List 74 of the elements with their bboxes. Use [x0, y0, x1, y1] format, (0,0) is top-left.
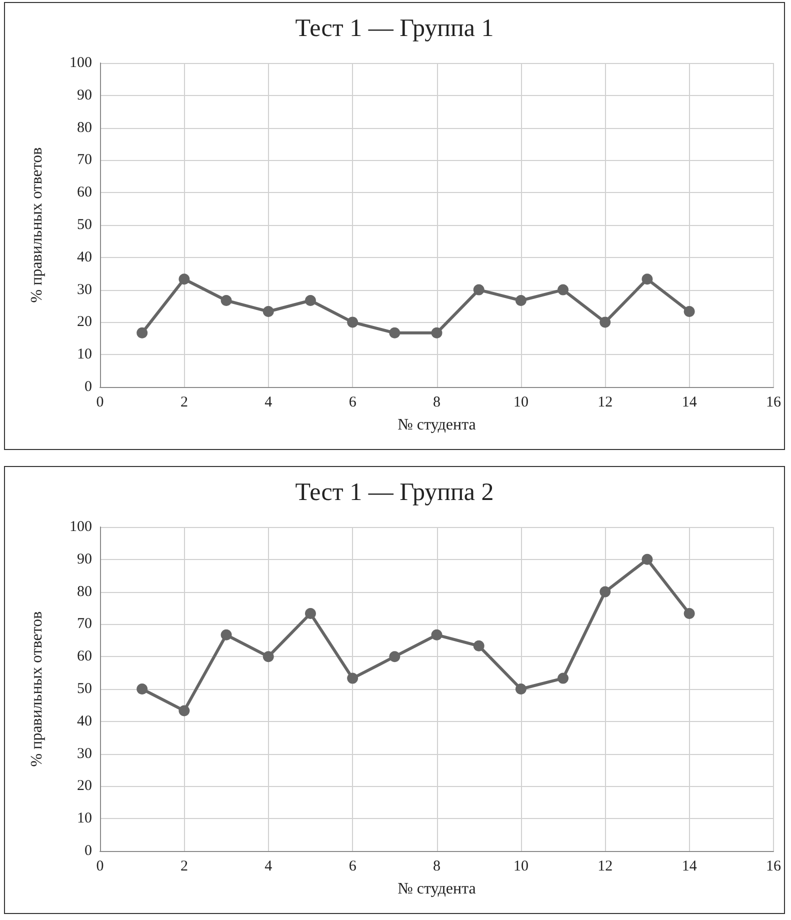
point	[473, 284, 484, 296]
point	[558, 284, 569, 296]
y-tick-label: 70	[77, 616, 92, 632]
y-tick-label: 20	[77, 314, 92, 330]
point	[473, 640, 484, 652]
x-axis-title: № студента	[398, 416, 476, 434]
x-tick-label: 10	[513, 394, 528, 410]
point	[136, 684, 148, 694]
point	[558, 672, 569, 684]
y-tick-label: 100	[70, 55, 92, 71]
x-tick-label: 4	[264, 394, 273, 410]
point	[515, 294, 526, 306]
y-tick-label: 80	[77, 584, 92, 600]
y-tick-label: 50	[77, 217, 92, 233]
x-tick-label: 4	[264, 858, 273, 874]
point	[600, 316, 611, 328]
x-tick-label: 14	[682, 858, 698, 874]
x-tick-label: 8	[433, 394, 440, 410]
y-tick-label: 40	[77, 713, 92, 730]
y-tick-label: 90	[77, 87, 92, 104]
point	[304, 294, 316, 306]
point	[431, 327, 442, 338]
point	[220, 294, 232, 306]
x-tick-label: 16	[766, 394, 782, 410]
point	[389, 327, 400, 338]
x-tick-label: 2	[180, 394, 188, 410]
x-tick-label: 12	[598, 858, 613, 874]
point	[347, 316, 358, 328]
point	[684, 306, 695, 318]
point	[220, 629, 232, 640]
y-tick-label: 100	[70, 519, 92, 535]
y-tick-label: 0	[84, 379, 92, 395]
point	[642, 274, 653, 285]
y-axis-title: % правильных ответов	[28, 146, 46, 303]
point	[515, 684, 526, 694]
y-tick-label: 10	[77, 346, 92, 363]
y-tick-label: 50	[77, 681, 92, 697]
point	[136, 327, 148, 338]
chart-title: Тест 1 — Группа 2	[295, 479, 494, 506]
point	[600, 586, 611, 598]
point	[684, 608, 695, 620]
x-tick-label: 10	[513, 858, 528, 874]
x-tick-label: 12	[598, 394, 613, 410]
chart-title: Тест 1 — Группа 1	[295, 15, 494, 42]
x-tick-label: 6	[348, 394, 357, 410]
y-tick-label: 40	[77, 249, 92, 266]
point	[304, 608, 316, 620]
y-tick-label: 60	[77, 648, 92, 665]
x-tick-label: 2	[180, 858, 188, 874]
point	[642, 554, 653, 565]
y-tick-label: 90	[77, 551, 92, 568]
point	[431, 629, 442, 640]
x-tick-label: 14	[682, 394, 698, 410]
y-tick-label: 30	[77, 746, 92, 762]
x-tick-label: 8	[433, 858, 440, 874]
point	[262, 306, 274, 318]
point	[178, 274, 190, 285]
y-axis-title: % правильных ответов	[28, 610, 46, 767]
y-tick-label: 10	[77, 810, 92, 827]
x-tick-label: 0	[96, 858, 104, 874]
y-tick-label: 80	[77, 120, 92, 136]
point	[262, 651, 274, 662]
point	[347, 672, 358, 684]
x-tick-label: 0	[96, 394, 104, 410]
y-tick-label: 60	[77, 184, 92, 201]
point	[389, 651, 400, 662]
y-tick-label: 20	[77, 778, 92, 794]
point	[178, 705, 190, 716]
y-tick-label: 70	[77, 152, 92, 168]
x-tick-label: 16	[766, 858, 782, 874]
x-tick-label: 6	[348, 858, 357, 874]
x-axis-title: № студента	[398, 880, 476, 898]
y-tick-label: 30	[77, 282, 92, 298]
y-tick-label: 0	[84, 843, 92, 859]
